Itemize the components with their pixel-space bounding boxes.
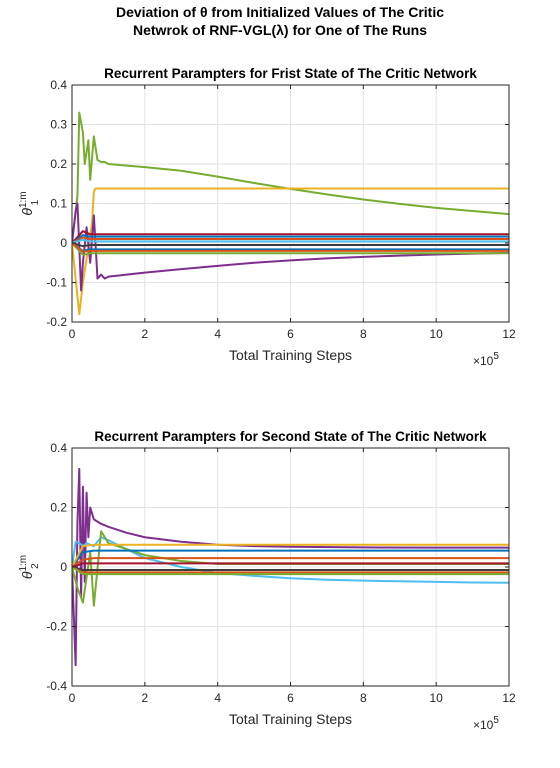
series-line-6: [72, 562, 509, 568]
series-line-7: [72, 566, 509, 571]
y-tick-label: -0.1: [46, 276, 67, 290]
series-line-5: [72, 236, 509, 244]
y-axis-label: θ1:m2: [18, 555, 41, 579]
series-line-3: [72, 230, 509, 244]
x-tick-label: 12: [502, 691, 516, 705]
series-line-2: [72, 530, 509, 607]
y-tick-label: -0.2: [46, 620, 67, 634]
figure-title-line-1: Deviation of θ from Initialized Values o…: [115, 4, 445, 20]
series-line-0: [72, 111, 509, 244]
series-line-4: [72, 543, 509, 568]
series-line-10: [72, 242, 509, 253]
y-tick-label: 0.4: [50, 441, 67, 455]
x-tick-label: 8: [360, 691, 367, 705]
x-exponent-power: 5: [493, 715, 499, 726]
y-tick-label: 0.4: [50, 78, 67, 92]
x-exponent-power: 5: [493, 351, 499, 362]
chart-title: Recurrent Parampters for Frist State of …: [104, 66, 477, 81]
y-axis-label: θ1:m1: [18, 191, 41, 215]
x-tick-label: 10: [429, 691, 443, 705]
x-exponent-label: ×105: [473, 715, 499, 732]
y-tick-label: -0.2: [46, 315, 67, 329]
series-line-2: [72, 202, 509, 292]
x-tick-label: 2: [141, 691, 148, 705]
x-tick-label: 0: [69, 691, 76, 705]
x-tick-label: 6: [287, 691, 294, 705]
y-axis-label-sup: 1:m: [18, 555, 29, 572]
y-axis-label-sub: 2: [30, 563, 41, 569]
x-tick-label: 12: [502, 327, 516, 341]
y-axis-label-sub: 1: [30, 199, 41, 205]
series-line-9: [72, 242, 509, 256]
x-tick-label: 4: [214, 691, 221, 705]
y-tick-label: 0.2: [50, 157, 67, 171]
chart-title: Recurrent Parampters for Second State of…: [94, 429, 487, 444]
figure-title-line-2: Netwrok of RNF-VGL(λ) for One of The Run…: [133, 22, 427, 38]
series-group: [72, 111, 509, 316]
series-line-7: [72, 242, 509, 248]
y-tick-label: 0.2: [50, 501, 67, 515]
series-line-1: [72, 187, 509, 316]
y-axis-label-sup: 1:m: [18, 191, 29, 208]
x-tick-label: 8: [360, 327, 367, 341]
y-tick-label: 0.1: [50, 197, 67, 211]
y-tick-label: 0: [60, 236, 67, 250]
y-tick-label: 0: [60, 560, 67, 574]
series-line-6: [72, 238, 509, 244]
chart-0: 0 2 4 6 8 10 12 -0.2 -0.1 0 0.1 0.2 0.3 0.4 Recurrent …: [18, 66, 516, 368]
y-axis-label-base: θ: [19, 208, 35, 216]
y-axis-label-base: θ: [19, 571, 35, 579]
x-tick-label: 10: [429, 327, 443, 341]
x-tick-label: 4: [214, 327, 221, 341]
x-axis-label: Total Training Steps: [229, 711, 352, 727]
x-tick-label: 6: [287, 327, 294, 341]
series-line-0: [72, 467, 509, 667]
x-tick-label: 0: [69, 327, 76, 341]
chart-1: 0 2 4 6 8 10 12 -0.4 -0.2 0 0.2 0.4 Recurrent Paramp…: [18, 429, 516, 732]
series-line-3: [72, 549, 509, 568]
series-line-4: [72, 234, 509, 244]
x-axis-label: Total Training Steps: [229, 347, 352, 363]
series-line-5: [72, 557, 509, 568]
y-tick-label: 0.3: [50, 118, 67, 132]
y-tick-label: -0.4: [46, 679, 67, 693]
x-tick-label: 2: [141, 327, 148, 341]
x-exponent-label: ×105: [473, 351, 499, 368]
series-line-9: [72, 566, 509, 576]
series-group: [72, 467, 509, 667]
